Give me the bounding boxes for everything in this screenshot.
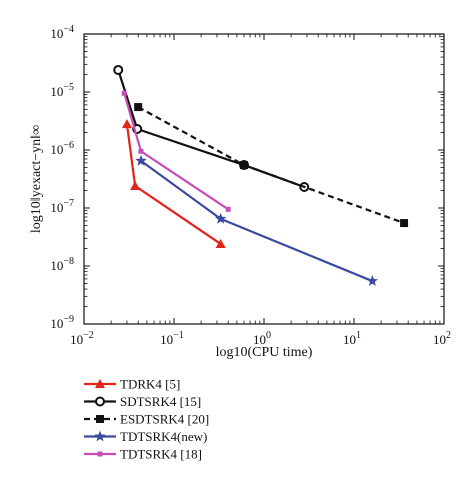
series-5 [121, 90, 231, 212]
data-point-star [135, 154, 147, 166]
x-tick-label: 10−1 [160, 330, 184, 347]
plot-frame [83, 33, 445, 325]
y-tick-label: 10−8 [50, 256, 74, 273]
data-point-triangle [95, 379, 105, 388]
axis-titles: log10(CPU time) log10‖yexact−yn‖∞ [29, 125, 313, 360]
plot-area [83, 33, 445, 325]
tick-labels: 10−2 10−1 100 101 102 10−9 10−8 10−7 10−6 10−5 10−… [50, 24, 451, 347]
legend-entry: TDTSRK4(new) [84, 429, 207, 444]
legend-label: SDTSRK4 [15] [120, 394, 201, 409]
y-tick-label: 10−4 [50, 24, 74, 41]
data-point-square [96, 415, 104, 423]
data-point-triangle [130, 180, 141, 190]
legend-label: TDTSRK4(new) [120, 429, 207, 444]
x-tick-label: 10−2 [70, 330, 94, 347]
data-point-small-square [225, 206, 231, 212]
data-point-circle [113, 64, 124, 75]
data-point-star [94, 430, 106, 442]
series-line [137, 106, 405, 225]
x-tick-label: 101 [343, 330, 361, 347]
legend-entry: TDRK4 [5] [84, 377, 180, 392]
x-axis-title: log10(CPU time) [216, 345, 313, 360]
series-1 [121, 119, 226, 248]
data-point-square [134, 103, 143, 112]
data-point-square [400, 219, 409, 228]
legend: TDRK4 [5] SDTSRK4 [15] ESDTSRK4 [20] TDTSRK… [84, 377, 209, 462]
data-point-triangle [215, 238, 226, 248]
x-tick-label: 102 [433, 330, 451, 347]
series-layer [113, 64, 409, 286]
legend-entry: SDTSRK4 [15] [84, 394, 201, 409]
data-point-small-square [121, 90, 127, 96]
y-tick-label: 10−5 [50, 82, 74, 99]
legend-label: ESDTSRK4 [20] [120, 412, 209, 427]
series-2 [113, 64, 310, 193]
data-point-small-square [138, 148, 144, 154]
data-point-circle [95, 396, 105, 407]
legend-label: TDRK4 [5] [120, 377, 180, 392]
y-tick-label: 10−9 [50, 314, 74, 331]
data-point-star [366, 275, 379, 286]
data-point-small-square [97, 451, 103, 457]
legend-label: TDTSRK4 [18] [120, 447, 202, 462]
series-line [117, 69, 305, 189]
series-3 [134, 103, 409, 228]
legend-entry: TDTSRK4 [18] [84, 447, 202, 462]
data-point-star [214, 212, 227, 224]
y-tick-label: 10−6 [50, 140, 74, 157]
axis-ticks [83, 33, 445, 325]
data-point-triangle [121, 119, 132, 129]
legend-entry: ESDTSRK4 [20] [84, 412, 209, 427]
y-tick-label: 10−7 [50, 198, 74, 215]
series-4 [135, 154, 379, 286]
data-point-square [240, 161, 249, 170]
series-line [140, 159, 373, 283]
x-tick-label: 100 [253, 330, 271, 347]
y-axis-title: log10‖yexact−yn‖∞ [29, 125, 44, 233]
